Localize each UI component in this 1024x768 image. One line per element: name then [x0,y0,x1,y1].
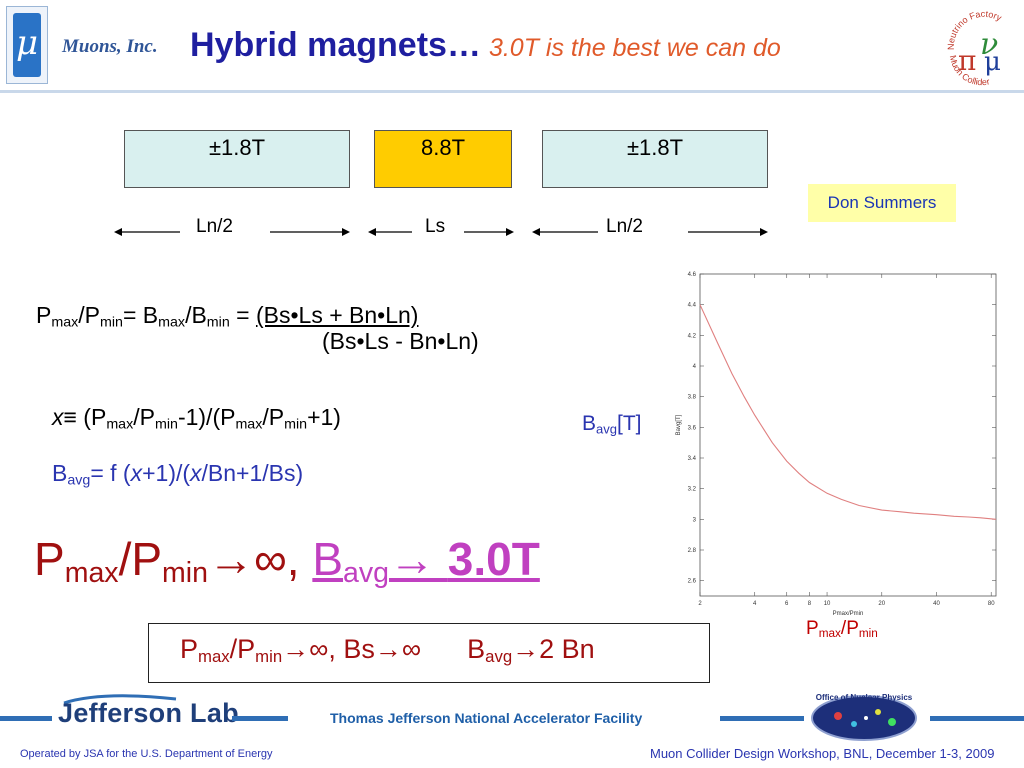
x-tick-label: 2 [698,601,702,607]
y-tick-label: 3 [693,517,697,523]
x-tick-label: 80 [988,601,995,607]
footer-bar-mid [232,716,288,721]
jefferson-lab-swoosh-icon [63,694,177,705]
y-axis-label: Bavg[T] [676,414,682,435]
length-label-ls: Ls [425,216,446,237]
plot-frame [699,273,997,597]
big-conclusion: Pmax/Pmin→∞, Bavg→ 3.0T [34,533,540,590]
y-tick-label: 3.4 [688,456,697,462]
x-tick-label: 10 [824,601,831,607]
ratio-formula: Pmax/Pmin= Bmax/Bmin = (Bs•Ls + Bn•Ln) [36,302,419,331]
office-of-nuclear-physics-logo: Office of Nuclear Physics [811,693,917,741]
right-arrow-icon [464,228,514,236]
onp-logo-text: Office of Nuclear Physics [816,693,913,702]
operated-by-text: Operated by JSA for the U.S. Department … [20,748,273,760]
x-tick-label: 4 [753,601,757,607]
x-tick-label: 40 [933,601,940,607]
brand-name: Muons, Inc. [62,36,158,57]
svg-text:μ: μ [984,47,1001,77]
y-tick-label: 4 [693,364,697,370]
jefferson-lab-logo: Jefferson Lab [58,698,239,728]
svg-text:π: π [958,44,976,77]
ratio-numerator: (Bs•Ls + Bn•Ln) [255,302,419,328]
y-tick-label: 4.2 [688,333,697,339]
bavg-plot: 2.6 2.8 3 3.2 3.4 3.6 3.8 4 4.2 4.4 4.6 2 4 6 8 10 20 40 8… [676,272,997,617]
facility-name: Thomas Jefferson National Accelerator Fa… [330,710,643,726]
plot-y-side-label: Bavg[T] [582,412,642,437]
footer-bar-far-right [930,716,1024,721]
mu-logo-glyph: μ [13,13,41,77]
footer-bar-right [720,716,804,721]
magnet-box-left: ±1.8T [124,130,350,188]
y-tick-label: 2.8 [688,548,697,554]
result-statement: Pmax/Pmin→∞, Bs→∞ Bavg→2 Bn [180,634,595,667]
y-tick-label: 4.6 [688,272,697,278]
muons-inc-logo: μ [6,6,48,84]
slide-title: Hybrid magnets… 3.0T is the best we can d… [190,26,781,65]
right-arrow-icon [688,228,768,236]
left-arrow-icon [532,228,598,236]
x-tick-label: 8 [808,601,812,607]
limit-value: 3.0T [447,533,540,585]
x-definition: x≡ (Pmax/Pmin-1)/(Pmax/Pmin+1) [52,404,341,433]
event-text: Muon Collider Design Workshop, BNL, Dece… [650,746,995,761]
magnet-box-right: ±1.8T [542,130,768,188]
magnet-box-center: 8.8T [374,130,512,188]
plot-x-side-label: Pmax/Pmin [806,618,878,640]
length-label-ln-right: Ln/2 [606,216,643,237]
y-tick-label: 4.4 [688,303,697,309]
left-arrow-icon [368,228,412,236]
x-tick-label: 6 [785,601,789,607]
right-arrow-icon [270,228,350,236]
neutrino-factory-logo: Neutrino Factory Muon Collider ν π μ [946,9,1004,88]
bavg-definition: Bavg= f (x+1)/(x/Bn+1/Bs) [52,460,304,489]
left-arrow-icon [114,228,180,236]
x-axis-label: Pmax/Pmin [833,611,864,617]
header-divider [0,90,1024,93]
y-tick-label: 3.8 [688,395,697,401]
author-badge: Don Summers [808,184,956,222]
result-box [148,623,710,683]
y-tick-label: 3.2 [688,487,697,493]
svg-text:ν: ν [980,27,998,62]
title-main: Hybrid magnets… [190,26,481,64]
footer-bar-left [0,716,52,721]
bavg-series-line [699,304,997,520]
length-label-ln-left: Ln/2 [196,216,233,237]
ratio-denominator: (Bs•Ls - Bn•Ln) [322,328,479,354]
x-tick-label: 20 [878,601,885,607]
y-tick-label: 2.6 [688,579,697,585]
title-subtitle: 3.0T is the best we can do [488,34,781,62]
y-tick-label: 3.6 [688,425,697,431]
